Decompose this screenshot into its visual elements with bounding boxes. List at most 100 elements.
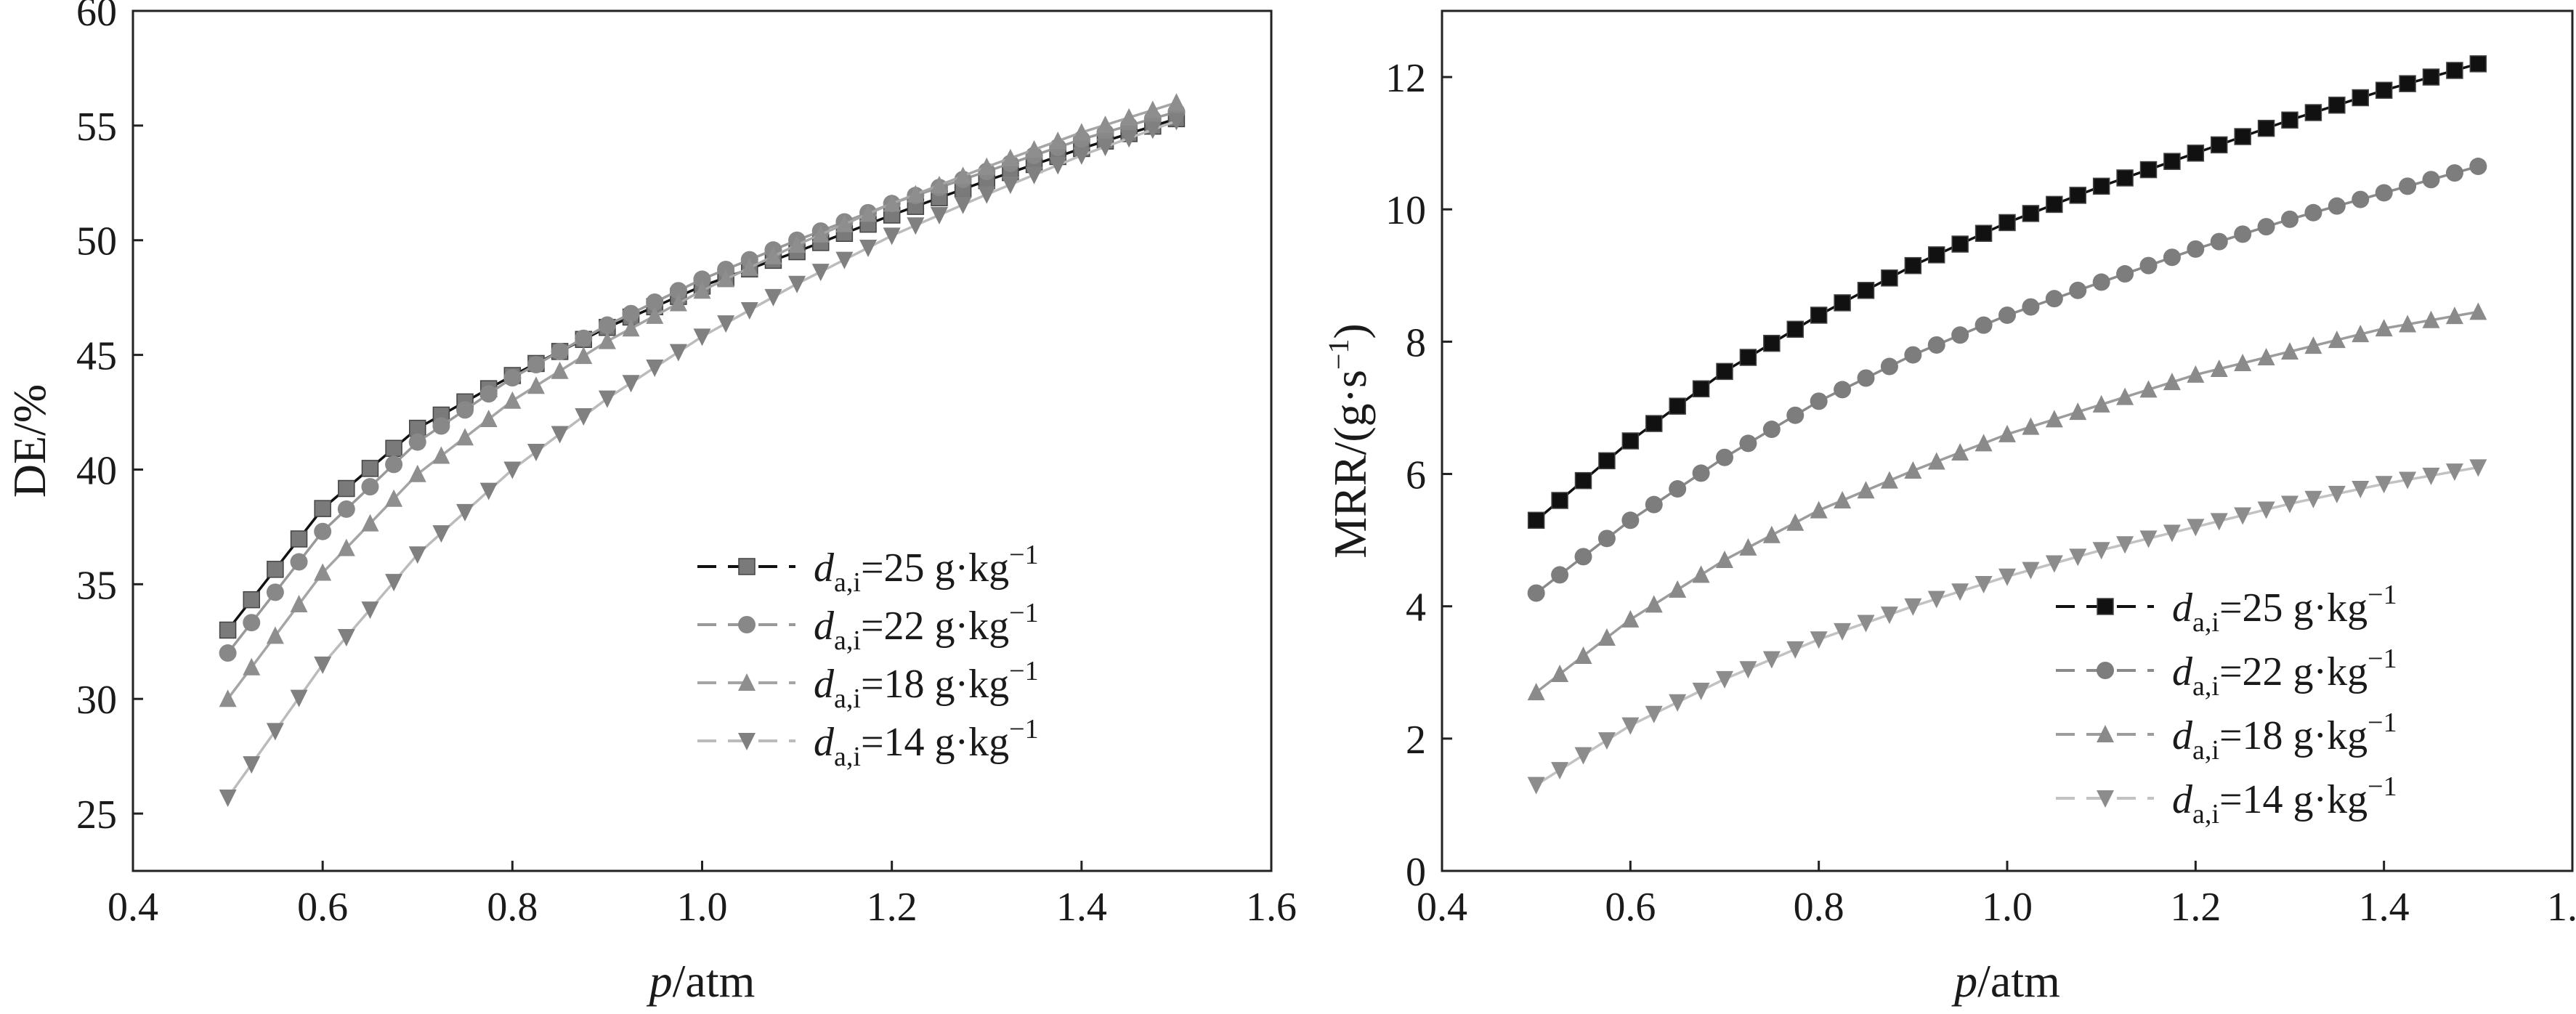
data-marker — [2352, 190, 2370, 208]
data-marker — [1810, 392, 1828, 410]
legend-label: da,i=18 g·kg−1 — [814, 656, 1039, 714]
legend-symbol: d — [814, 662, 835, 707]
data-marker — [1096, 139, 1114, 157]
y-axis-text: MRR/(g·s — [1324, 370, 1376, 559]
data-marker — [1951, 583, 1969, 601]
data-marker — [219, 621, 237, 639]
data-marker — [1597, 530, 1616, 548]
data-marker — [788, 235, 806, 254]
x-tick-label: 0.8 — [487, 885, 538, 930]
x-tick-text: 0.8 — [487, 885, 538, 930]
y-tick-text: 8 — [1406, 320, 1426, 365]
series-1 — [1527, 55, 2487, 530]
data-marker — [2328, 197, 2346, 215]
legend-equation: =14 g·kg — [861, 720, 1009, 765]
data-marker — [954, 196, 972, 214]
y-axis-label: MRR/(g·s−1) — [1322, 323, 1376, 558]
x-tick-text: 1.4 — [2359, 885, 2410, 930]
data-marker — [1904, 346, 1922, 364]
data-marker — [2399, 75, 2416, 92]
y-tick-label: 4 — [1406, 585, 1426, 630]
x-tick-label: 1.0 — [677, 885, 728, 930]
data-marker — [2234, 353, 2252, 371]
legend-symbol: d — [2172, 713, 2193, 758]
data-marker — [2352, 325, 2370, 343]
data-marker — [646, 293, 664, 311]
data-marker — [788, 275, 806, 293]
data-marker — [1025, 166, 1043, 184]
x-tick-text: 1.6 — [1246, 885, 1297, 930]
data-marker — [290, 530, 308, 548]
data-marker — [1692, 464, 1710, 482]
y-tick-label: 35 — [76, 563, 117, 608]
data-marker — [1928, 246, 1945, 264]
data-marker — [1574, 646, 1592, 664]
series-line — [1535, 62, 2479, 522]
data-marker — [2116, 169, 2134, 187]
data-marker — [883, 194, 901, 212]
data-marker — [2352, 89, 2369, 107]
data-marker — [2445, 164, 2463, 182]
data-marker — [266, 626, 284, 644]
x-tick-label: 1.2 — [867, 885, 918, 930]
data-marker — [337, 628, 355, 646]
chart-panel-2: 0.4 0.6 0.8 1.0 1.2 1.4 1.6 0 2 4 6 8 10 12 p/atm MRR/(… — [1322, 9, 2576, 1007]
legend-superscript: −1 — [1009, 598, 1038, 628]
data-marker — [764, 288, 782, 307]
x-axis-unit: /atm — [1977, 955, 2060, 1007]
data-marker — [1001, 177, 1019, 195]
series-4 — [1527, 459, 2487, 795]
series-4 — [219, 113, 1186, 807]
x-tick-text: 0.6 — [297, 885, 348, 930]
data-marker — [1762, 525, 1781, 543]
data-marker — [2257, 501, 2275, 519]
legend-equation: =14 g·kg — [2219, 777, 2368, 822]
data-marker — [408, 464, 426, 482]
data-marker — [1786, 513, 1805, 531]
legend-item-3: da,i=18 g·kg−1 — [697, 656, 1039, 714]
x-tick-text: 1.6 — [2547, 885, 2576, 930]
data-marker — [646, 359, 664, 377]
data-marker — [1810, 631, 1828, 649]
data-marker — [2375, 81, 2393, 100]
data-marker — [2469, 302, 2487, 320]
data-marker — [1904, 256, 1922, 275]
data-marker — [1120, 130, 1138, 148]
data-marker — [314, 500, 331, 517]
data-marker — [693, 328, 711, 346]
data-marker — [1857, 369, 1875, 387]
data-marker — [385, 489, 403, 507]
data-marker — [740, 258, 758, 276]
x-tick-text: 1.0 — [677, 885, 728, 930]
y-tick-text: 2 — [1406, 718, 1426, 763]
data-marker — [1025, 140, 1043, 158]
legend-equation: =18 g·kg — [861, 662, 1009, 707]
data-marker — [1762, 651, 1781, 669]
data-marker — [930, 207, 948, 225]
data-marker — [2234, 225, 2252, 243]
data-marker — [1951, 326, 1969, 344]
data-marker — [503, 461, 522, 479]
y-tick-text: 12 — [1385, 56, 1426, 101]
data-marker — [290, 594, 308, 612]
data-marker — [1621, 511, 1640, 530]
data-marker — [1574, 471, 1592, 490]
data-marker — [1049, 131, 1067, 150]
data-marker — [456, 428, 474, 446]
data-marker — [479, 410, 498, 428]
data-marker — [1998, 424, 2016, 442]
data-marker — [2328, 97, 2346, 114]
data-marker — [503, 369, 522, 387]
data-marker — [408, 546, 426, 564]
data-marker — [1974, 434, 1993, 452]
legend-equation: =18 g·kg — [2219, 713, 2368, 758]
legend-label: da,i=22 g·kg−1 — [814, 598, 1039, 656]
legend-marker — [2097, 790, 2114, 808]
data-marker — [669, 282, 687, 300]
data-marker — [740, 302, 758, 320]
data-marker — [907, 184, 925, 203]
data-marker — [1621, 717, 1640, 735]
data-marker — [598, 331, 616, 349]
x-tick-label: 0.6 — [297, 885, 348, 930]
data-marker — [2139, 161, 2158, 179]
